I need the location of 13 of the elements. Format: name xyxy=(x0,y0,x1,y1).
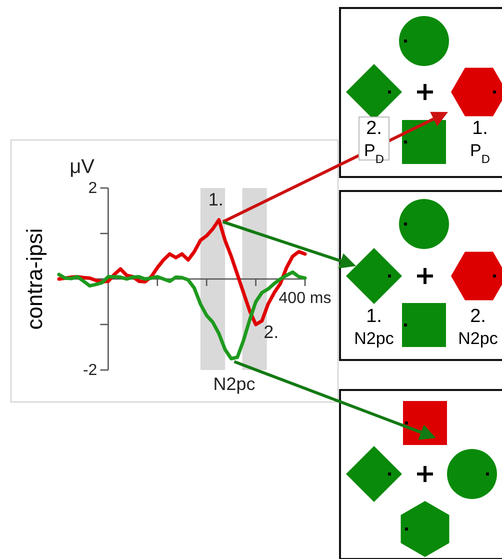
y-tick-label: -2 xyxy=(82,362,98,380)
text: μV xyxy=(70,156,96,178)
y-tick-label: 2 xyxy=(88,180,98,198)
text: 1. N2pc xyxy=(354,306,394,348)
text: 1. P$_{D}$ xyxy=(470,118,490,166)
text: N2pc xyxy=(213,374,256,394)
text: 2. N2pc xyxy=(458,306,498,348)
y-axis-title: contra-ipsi xyxy=(22,228,47,330)
line-series xyxy=(57,270,307,360)
annotation: 400 ms xyxy=(278,290,332,307)
text: 2. P$_{D}$ xyxy=(364,118,384,166)
annotation: 1. xyxy=(208,189,224,210)
annotation: 2. xyxy=(264,322,279,342)
